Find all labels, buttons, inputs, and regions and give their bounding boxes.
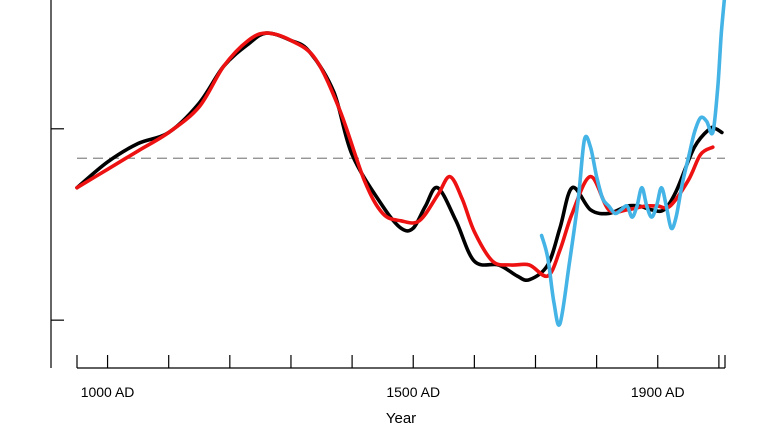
y-axis bbox=[50, 0, 64, 368]
x-axis-title: Year bbox=[386, 410, 416, 427]
x-tick-label-0: 1000 AD bbox=[81, 384, 135, 400]
y-axis-ticks bbox=[51, 128, 64, 321]
series-line-blue bbox=[539, 0, 727, 327]
x-axis-tick-labels: 1000 AD 1500 AD 1900 AD bbox=[81, 384, 685, 400]
series-line-black bbox=[75, 31, 724, 283]
x-tick-label-2: 1900 AD bbox=[631, 384, 685, 400]
series-group bbox=[75, 0, 727, 327]
x-axis: 1000 AD 1500 AD 1900 AD Year bbox=[76, 355, 726, 427]
x-tick-label-1: 1500 AD bbox=[386, 384, 440, 400]
series-line-red bbox=[75, 31, 715, 279]
x-axis-ticks bbox=[106, 355, 720, 368]
